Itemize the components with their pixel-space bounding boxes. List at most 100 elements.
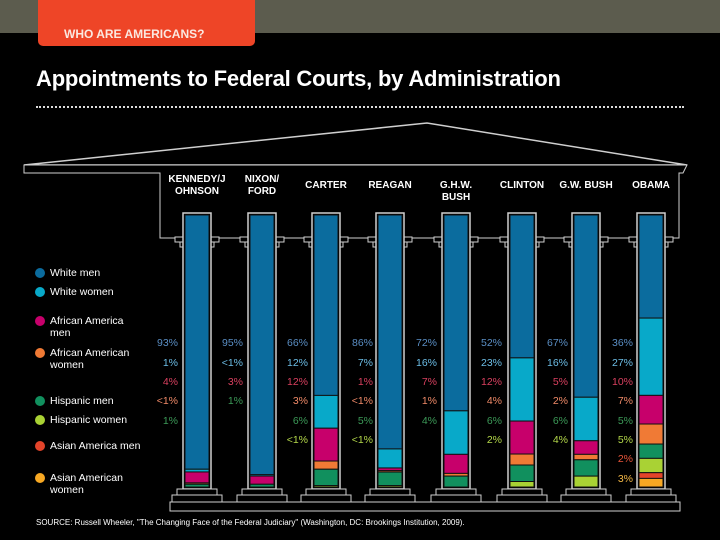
bar-segment-african-america-men xyxy=(249,475,275,485)
legend-label: Hispanic women xyxy=(50,414,128,426)
bar-segment-hispanic-men xyxy=(638,443,664,459)
administration-label: NIXON/FORD xyxy=(244,174,280,197)
bar-segment-hispanic-men xyxy=(509,464,535,483)
value-label: 3% xyxy=(617,473,633,485)
bar-segment-asian-america-men xyxy=(638,472,664,479)
value-label: 23% xyxy=(480,357,502,369)
value-label: 2% xyxy=(617,453,633,465)
section-tab-label: WHO ARE AMERICANS? xyxy=(64,27,205,41)
bar-segment-white-women xyxy=(509,357,535,422)
administration-label: REAGAN xyxy=(368,180,412,191)
column-base xyxy=(565,488,607,496)
legend-dot-icon xyxy=(35,473,45,483)
column-base xyxy=(300,494,352,503)
value-label: 7% xyxy=(357,357,373,369)
value-label: 95% xyxy=(221,337,243,349)
value-label: 12% xyxy=(480,376,502,388)
value-label: 16% xyxy=(546,357,568,369)
bar-segment-african-american-women xyxy=(313,460,339,470)
bar-segment-asian-american-women xyxy=(638,477,664,488)
value-label: 4% xyxy=(162,376,178,388)
bar-segment-white-men xyxy=(313,214,339,396)
title-divider xyxy=(36,106,684,108)
bar-segment-hispanic-women xyxy=(638,457,664,474)
bar-segment-african-america-men xyxy=(184,471,210,484)
column-base xyxy=(435,488,477,496)
bar-segment-hispanic-men xyxy=(313,468,339,487)
roof-pediment xyxy=(23,122,688,166)
bar-segment-hispanic-men xyxy=(184,483,210,488)
value-label: 1% xyxy=(421,395,437,407)
value-label: <1% xyxy=(351,395,373,407)
legend-dot-icon xyxy=(35,348,45,358)
legend-dot-icon xyxy=(35,441,45,451)
value-label: <1% xyxy=(286,434,308,446)
value-label: 5% xyxy=(617,415,633,427)
value-label: 93% xyxy=(156,337,178,349)
bar-segment-hispanic-men xyxy=(249,483,275,488)
bar-segment-white-women xyxy=(377,448,403,469)
administration-label: G.W. BUSH xyxy=(559,180,613,191)
value-label: 7% xyxy=(617,395,633,407)
section-tab[interactable]: WHO ARE AMERICANS? xyxy=(38,0,255,46)
value-label: <1% xyxy=(351,434,373,446)
column-base xyxy=(171,494,223,503)
column-base xyxy=(305,488,347,496)
bar-segment-white-men xyxy=(249,214,275,476)
legend-dot-icon xyxy=(35,268,45,278)
value-label: 86% xyxy=(351,337,373,349)
value-label: 7% xyxy=(421,376,437,388)
page-title: Appointments to Federal Courts, by Admin… xyxy=(36,66,561,91)
column-base xyxy=(176,488,218,496)
bar-segment-african-america-men xyxy=(638,394,664,425)
value-label: 2% xyxy=(552,395,568,407)
value-label: 6% xyxy=(292,415,308,427)
column-base xyxy=(364,494,416,503)
value-label: 1% xyxy=(357,376,373,388)
bar-segment-hispanic-men xyxy=(377,471,403,487)
legend-label: African America men xyxy=(50,315,124,339)
value-label: <1% xyxy=(221,357,243,369)
value-label: 52% xyxy=(480,337,502,349)
bar-segment-white-women xyxy=(443,410,469,455)
bar-segment-african-america-men xyxy=(313,427,339,462)
column-base xyxy=(630,488,672,496)
bar-segment-african-american-women xyxy=(509,453,535,466)
legend-dot-icon xyxy=(35,415,45,425)
value-label: 10% xyxy=(611,376,633,388)
value-label: 3% xyxy=(292,395,308,407)
administration-label: CARTER xyxy=(305,180,347,191)
bar-segment-white-women xyxy=(313,394,339,429)
value-label: 12% xyxy=(286,376,308,388)
value-label: 27% xyxy=(611,357,633,369)
bar-segment-white-women xyxy=(638,317,664,396)
legend-dot-icon xyxy=(35,396,45,406)
column-base xyxy=(369,488,411,496)
value-label: 6% xyxy=(552,415,568,427)
value-label: 4% xyxy=(421,415,437,427)
value-label: 72% xyxy=(415,337,437,349)
legend-label: Asian American women xyxy=(50,472,123,496)
bar-segment-white-men xyxy=(443,214,469,412)
value-label: 4% xyxy=(486,395,502,407)
legend-dot-icon xyxy=(35,316,45,326)
value-label: 1% xyxy=(162,415,178,427)
value-label: 2% xyxy=(486,434,502,446)
column-base xyxy=(560,494,612,503)
column-base xyxy=(625,494,677,503)
bar-segment-hispanic-women xyxy=(377,485,403,488)
value-label: <1% xyxy=(156,395,178,407)
administration-label: OBAMA xyxy=(632,180,670,191)
bar-segment-white-men xyxy=(184,214,210,470)
legend-label: White men xyxy=(50,267,101,279)
bar-segment-hispanic-women xyxy=(509,481,535,488)
bar-segment-hispanic-women xyxy=(313,485,339,488)
bar-segment-african-america-men xyxy=(443,453,469,474)
value-label: 12% xyxy=(286,357,308,369)
administration-label: G.H.W. BUSH xyxy=(439,180,473,203)
value-label: 3% xyxy=(227,376,243,388)
value-label: 5% xyxy=(617,434,633,446)
value-label: 1% xyxy=(227,395,243,407)
bar-segment-african-american-women xyxy=(638,423,664,445)
